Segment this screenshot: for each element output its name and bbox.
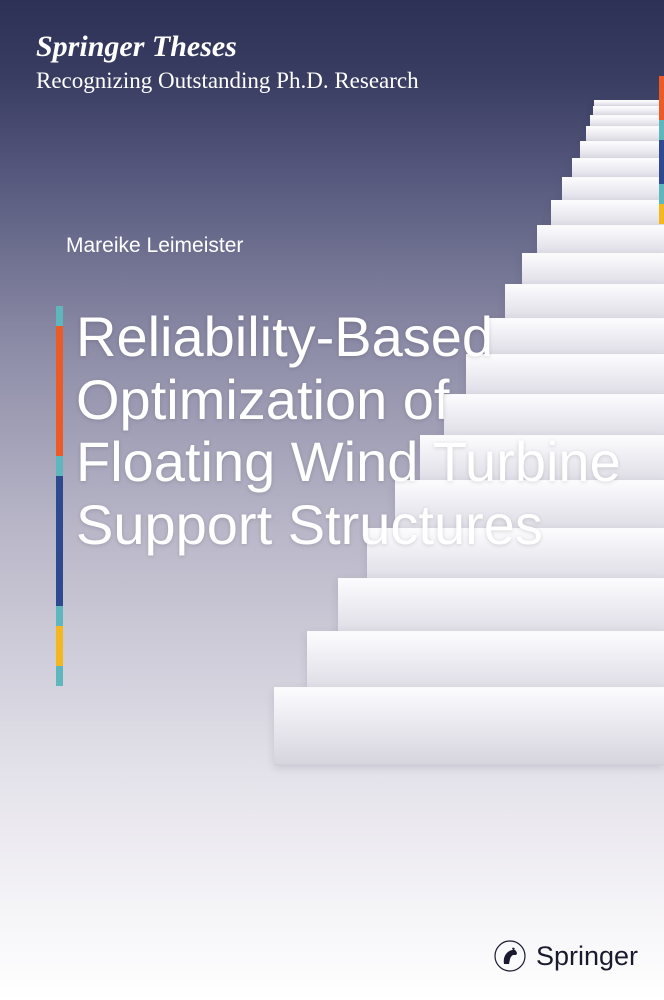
accent-segment [659,76,664,120]
accent-bar-left [56,306,63,686]
accent-segment [659,120,664,140]
accent-segment [659,184,664,204]
series-subtitle: Recognizing Outstanding Ph.D. Research [36,68,419,94]
accent-segment [56,606,63,626]
accent-segment [659,140,664,184]
accent-segment [56,456,63,476]
accent-segment [659,204,664,224]
publisher-logo: Springer [494,940,638,972]
springer-horse-icon [494,940,526,972]
accent-segment [56,326,63,456]
stair-step [274,687,664,765]
accent-segment [56,476,63,606]
accent-bar-right [659,76,664,224]
book-title: Reliability-Based Optimization of Floati… [76,306,624,557]
series-header: Springer Theses Recognizing Outstanding … [36,30,419,94]
publisher-name: Springer [536,941,638,972]
series-title: Springer Theses [36,30,419,64]
accent-segment [56,626,63,666]
author-name: Mareike Leimeister [66,234,243,258]
accent-segment [56,666,63,686]
accent-segment [56,306,63,326]
